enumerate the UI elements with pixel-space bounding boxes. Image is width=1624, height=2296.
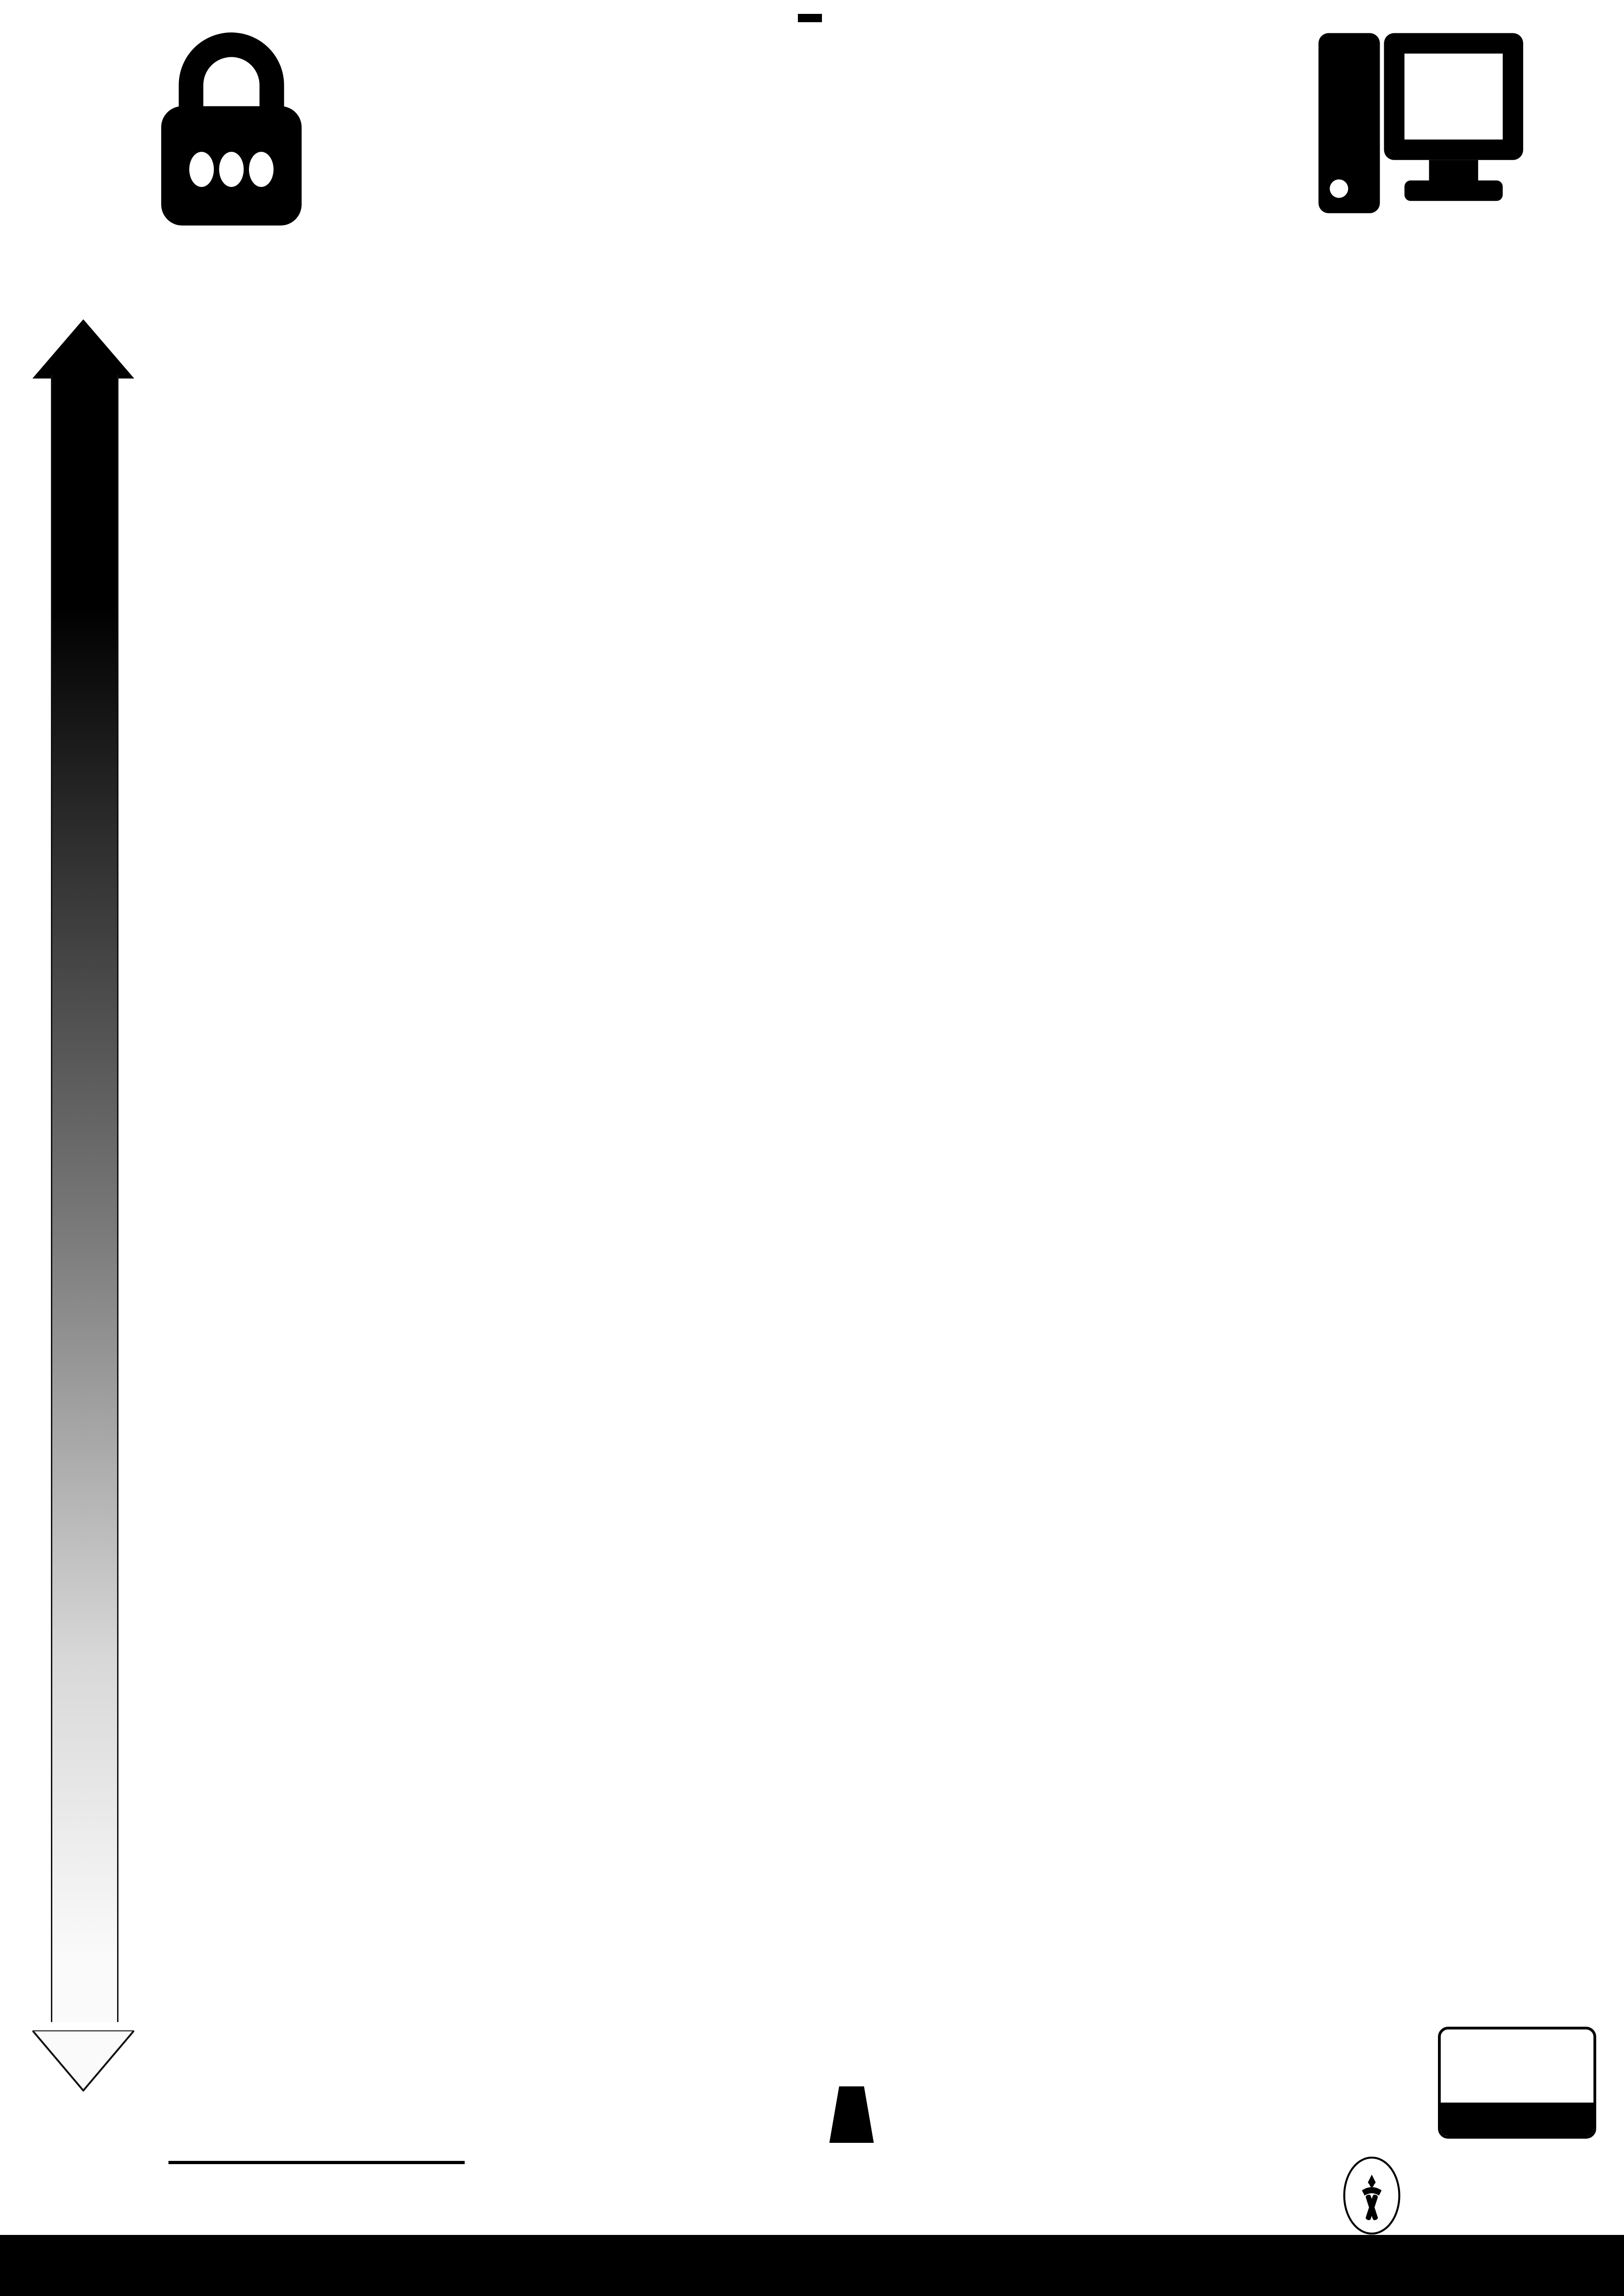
subtitle-banner [798,14,822,22]
skill-level-arrow [32,319,134,2091]
makerqueen-logo-icon [1342,2156,1402,2235]
desktop-computer-icon [1314,23,1527,231]
start-here-marker [666,2082,1037,2147]
page-header [0,0,1624,287]
name-field[interactable] [162,2161,465,2169]
skill-tree-grid [0,296,1624,2091]
name-input-rule[interactable] [168,2161,465,2164]
arrow-shaft [51,375,118,2022]
road-icon [829,2086,874,2143]
total-score-label [1441,2103,1593,2136]
arrow-head-up-icon [32,319,134,379]
padlock-icon [143,25,319,229]
total-score-box[interactable] [1438,2027,1596,2139]
title-block [324,9,1296,35]
arrow-head-down-icon [32,2030,134,2091]
page-footer [0,2235,1624,2296]
